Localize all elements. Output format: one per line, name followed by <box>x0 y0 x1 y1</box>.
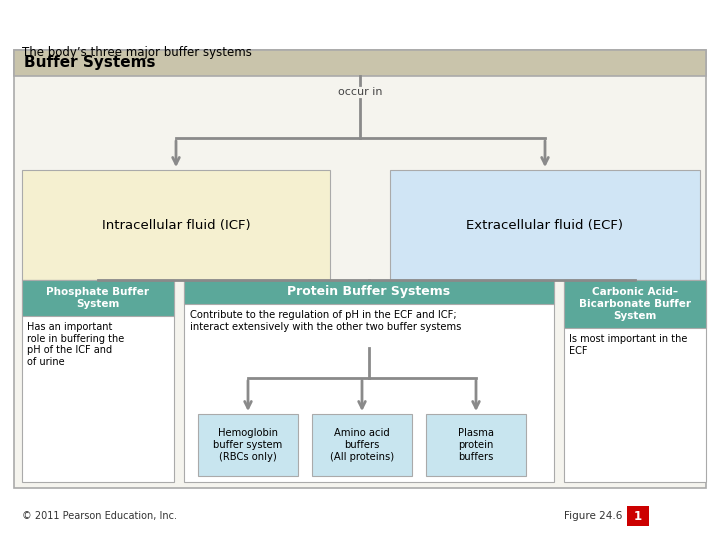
Text: Intracellular fluid (ICF): Intracellular fluid (ICF) <box>102 219 251 232</box>
Bar <box>14 50 706 488</box>
Bar <box>312 414 412 476</box>
Text: Extracellular fluid (ECF): Extracellular fluid (ECF) <box>467 219 624 232</box>
Text: Has an important
role in buffering the
pH of the ICF and
of urine: Has an important role in buffering the p… <box>27 322 125 367</box>
Bar <box>184 280 554 482</box>
Text: 1: 1 <box>634 510 642 523</box>
Text: Buffer Systems: Buffer Systems <box>24 56 156 71</box>
Bar <box>184 280 554 304</box>
Text: Contribute to the regulation of pH in the ECF and ICF;
interact extensively with: Contribute to the regulation of pH in th… <box>190 310 462 332</box>
Text: Is most important in the
ECF: Is most important in the ECF <box>569 334 688 356</box>
Bar <box>22 280 174 316</box>
Bar <box>426 414 526 476</box>
Text: Protein Buffer Systems: Protein Buffer Systems <box>287 286 451 299</box>
Text: The body’s three major buffer systems: The body’s three major buffer systems <box>22 46 252 59</box>
Text: Carbonic Acid–
Bicarbonate Buffer
System: Carbonic Acid– Bicarbonate Buffer System <box>579 287 691 321</box>
Text: Amino acid
buffers
(All proteins): Amino acid buffers (All proteins) <box>330 428 394 462</box>
Bar <box>564 280 706 482</box>
Text: Plasma
protein
buffers: Plasma protein buffers <box>458 428 494 462</box>
Bar <box>627 506 649 526</box>
Text: Figure 24.6: Figure 24.6 <box>564 511 622 521</box>
Bar <box>564 280 706 328</box>
Text: Hemoglobin
buffer system
(RBCs only): Hemoglobin buffer system (RBCs only) <box>213 428 283 462</box>
Text: © 2011 Pearson Education, Inc.: © 2011 Pearson Education, Inc. <box>22 511 177 521</box>
Bar <box>390 170 700 280</box>
Bar <box>14 50 706 76</box>
Text: occur in: occur in <box>338 87 382 97</box>
Bar <box>22 280 174 482</box>
Text: Phosphate Buffer
System: Phosphate Buffer System <box>47 287 150 309</box>
Bar <box>22 170 330 280</box>
Bar <box>198 414 298 476</box>
